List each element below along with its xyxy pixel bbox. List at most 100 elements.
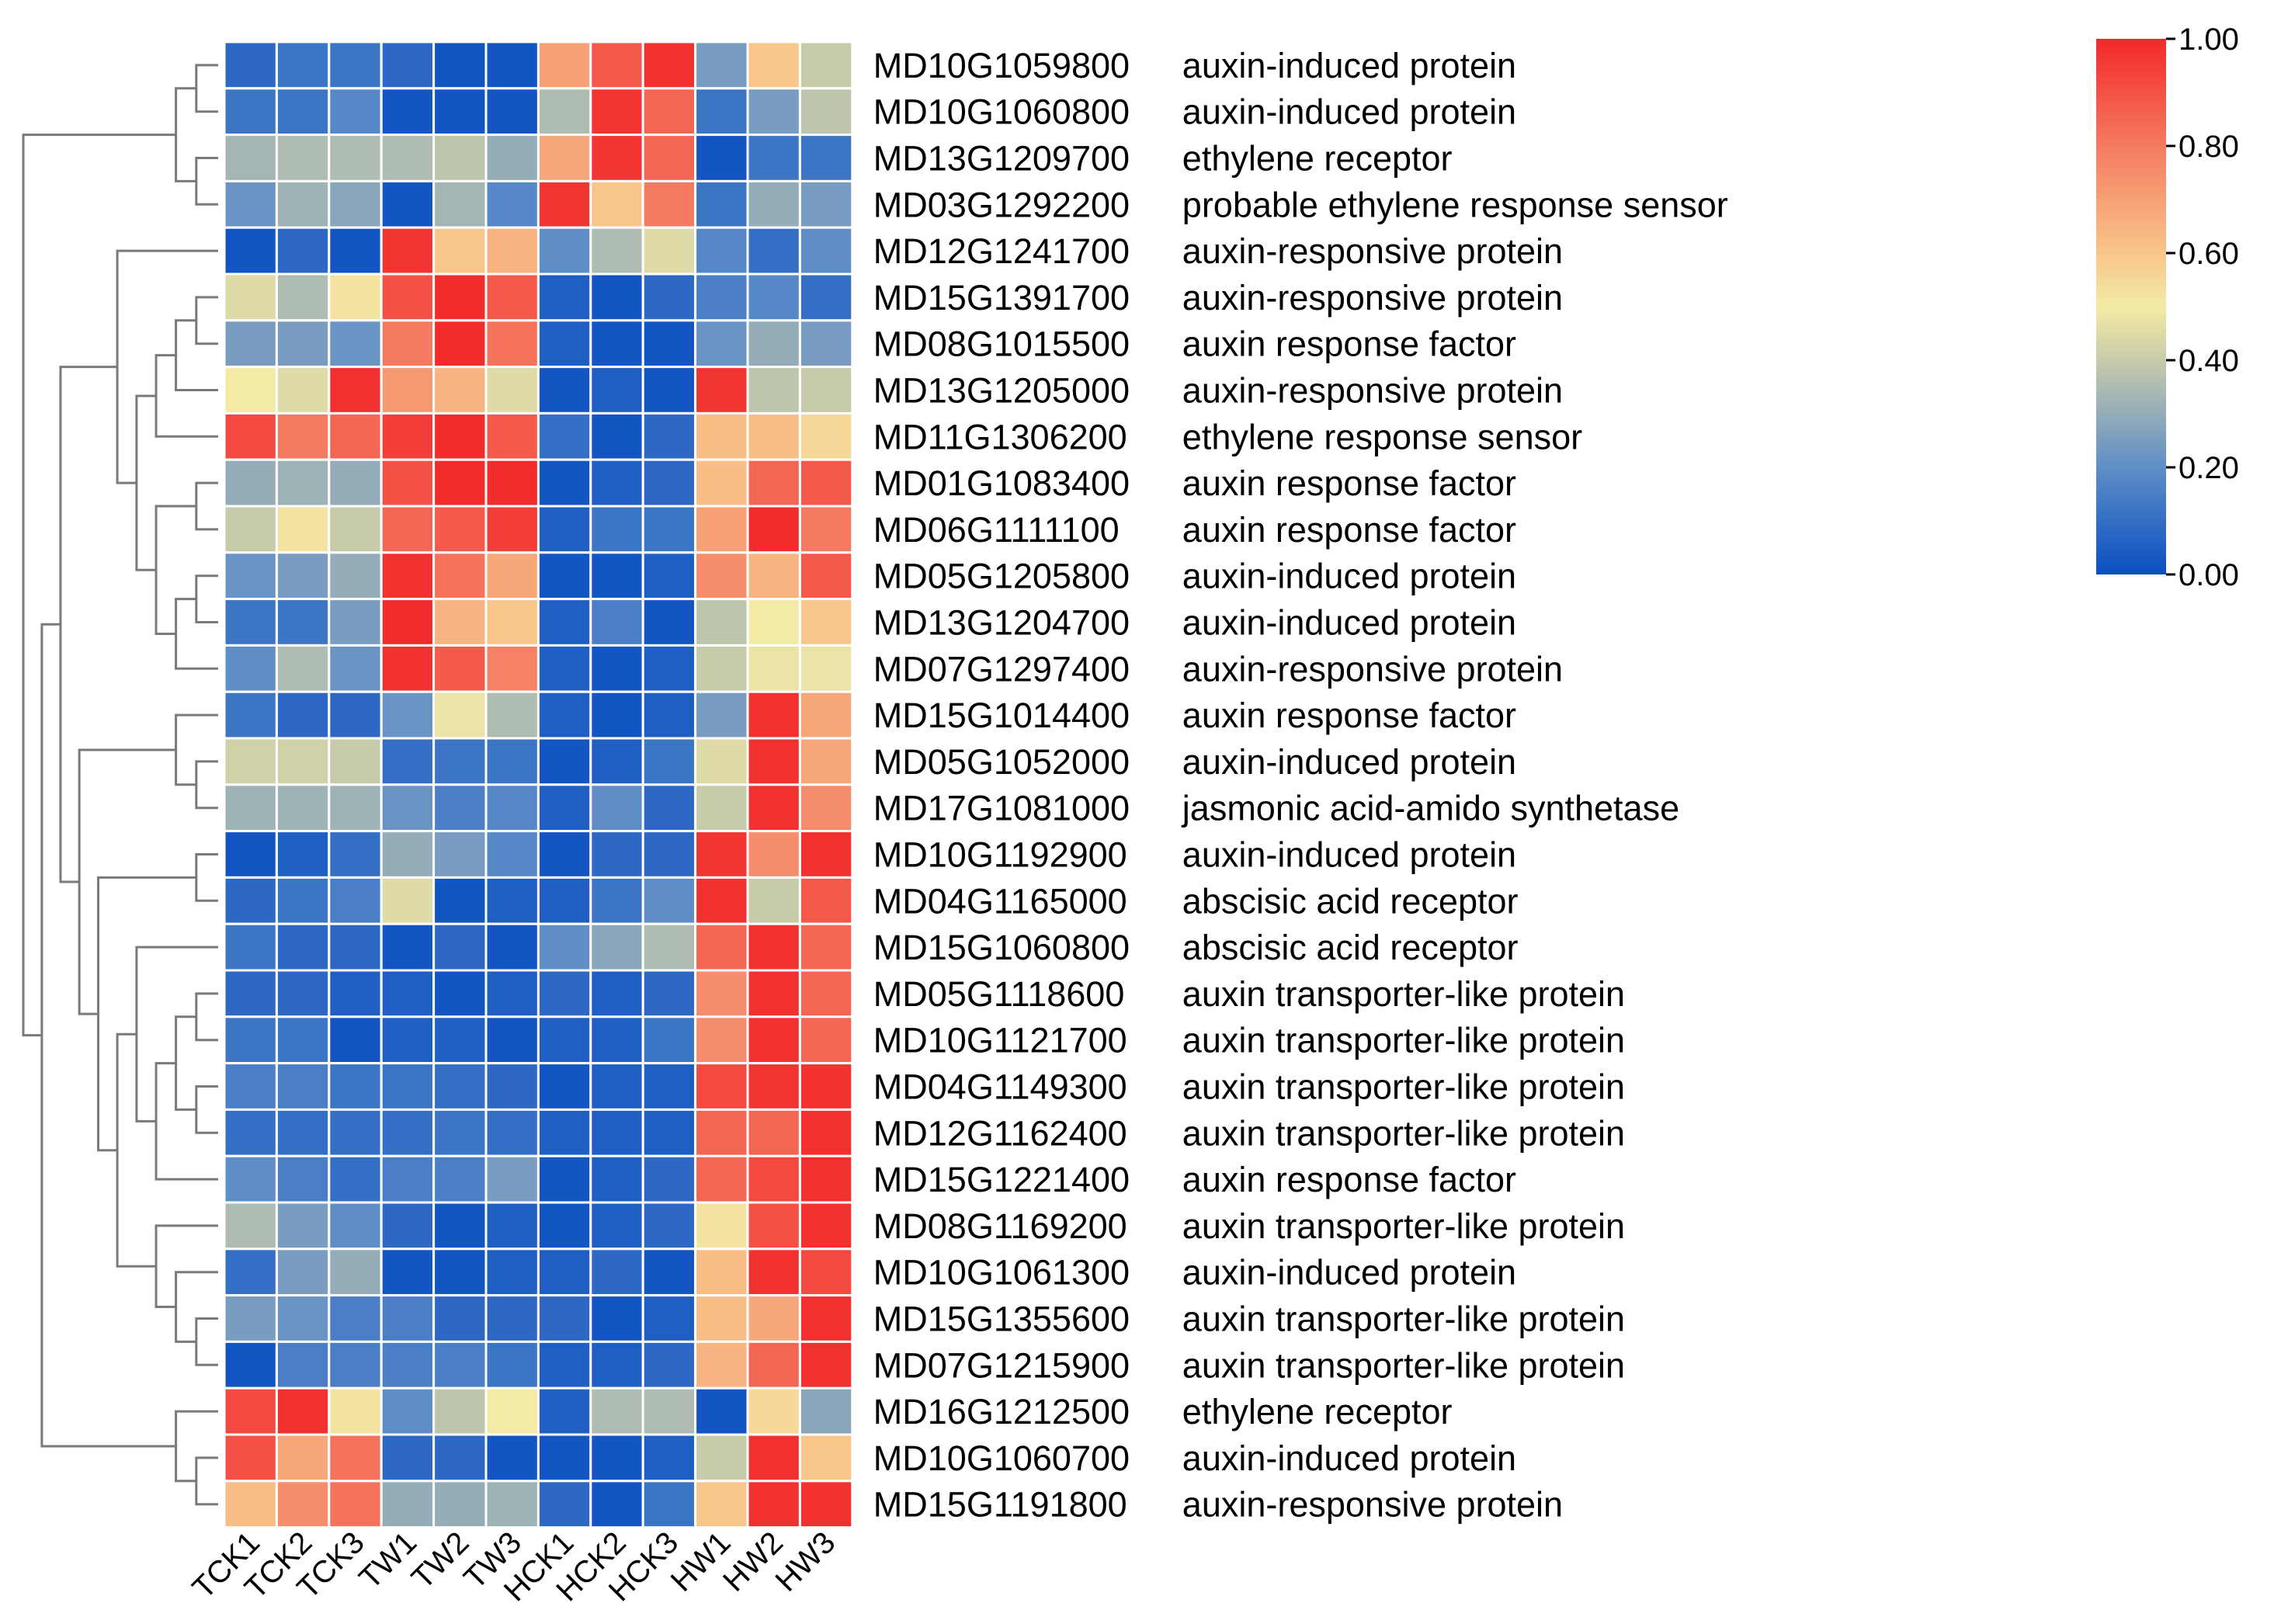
heatmap-cell <box>694 783 749 833</box>
heatmap-cell <box>328 272 383 322</box>
color-scale-tick-label: 0.40 <box>2179 344 2239 378</box>
heatmap-cell <box>380 1201 436 1251</box>
heatmap-cell <box>380 458 436 508</box>
heatmap-cell <box>798 40 854 90</box>
heatmap-cell <box>328 1247 383 1297</box>
heatmap-cell <box>275 87 331 137</box>
heatmap-cell <box>694 366 749 415</box>
gene-id-label: MD10G1060800 <box>873 92 1130 132</box>
heatmap-cell <box>432 1433 488 1483</box>
dendrogram-branch <box>59 366 118 883</box>
heatmap-cell <box>746 40 801 90</box>
heatmap-cell <box>275 411 331 461</box>
heatmap-cell <box>589 134 644 182</box>
gene-id-label: MD15G1221400 <box>873 1160 1130 1199</box>
heatmap-cell <box>484 1154 540 1204</box>
heatmap-cell <box>694 87 749 137</box>
heatmap-cell <box>798 505 854 554</box>
heatmap-cell <box>746 1386 801 1436</box>
heatmap-cell <box>694 179 749 229</box>
heatmap-cell <box>536 134 592 182</box>
heatmap-cell <box>380 644 436 693</box>
heatmap-cell <box>641 1108 697 1157</box>
heatmap-cell <box>484 40 540 90</box>
gene-description-label: auxin-induced protein <box>1182 742 1516 782</box>
heatmap-cell <box>746 1108 801 1157</box>
column-labels: TCK1TCK2TCK3TW1TW2TW3HCK1HCK2HCK3HW1HW2H… <box>186 1525 842 1608</box>
heatmap-cell <box>380 366 436 415</box>
column-label: HW2 <box>717 1525 790 1598</box>
gene-id-label: MD03G1292200 <box>873 185 1130 224</box>
heatmap-cell <box>536 644 592 693</box>
heatmap-cell <box>694 690 749 740</box>
heatmap-cell <box>536 319 592 369</box>
gene-description-label: auxin-induced protein <box>1182 835 1516 875</box>
heatmap-cell <box>484 737 540 786</box>
heatmap-cell <box>484 598 540 647</box>
heatmap-cell <box>746 969 801 1018</box>
heatmap-cell <box>223 922 278 972</box>
heatmap-cell <box>536 922 592 972</box>
heatmap-cell <box>641 1015 697 1065</box>
heatmap-cell <box>380 1340 436 1390</box>
heatmap-cell <box>694 1386 749 1436</box>
heatmap-cell <box>694 876 749 925</box>
gene-id-label: MD12G1162400 <box>873 1113 1127 1153</box>
heatmap-cell <box>275 40 331 90</box>
heatmap-cell <box>432 458 488 508</box>
heatmap-cell <box>641 690 697 740</box>
heatmap-cell <box>223 87 278 137</box>
heatmap-cell <box>223 1201 278 1251</box>
heatmap-cell <box>275 1062 331 1111</box>
color-scale-tick-label: 0.60 <box>2179 237 2239 271</box>
gene-description-label: auxin transporter-like protein <box>1182 1206 1625 1246</box>
heatmap-cell <box>746 179 801 229</box>
heatmap-cell <box>589 458 644 508</box>
heatmap-cell <box>641 226 697 276</box>
heatmap-cell <box>484 969 540 1018</box>
heatmap-cell <box>746 272 801 322</box>
heatmap-cell <box>641 179 697 229</box>
heatmap-cell <box>536 876 592 925</box>
heatmap-cell <box>694 1340 749 1390</box>
heatmap-cell <box>484 1480 540 1529</box>
heatmap-cell <box>746 1062 801 1111</box>
heatmap-cell <box>275 366 331 415</box>
dendrogram-branch <box>135 394 157 571</box>
heatmap-cell <box>223 1294 278 1343</box>
heatmap-cell <box>223 876 278 925</box>
heatmap-cell <box>223 1015 278 1065</box>
heatmap-cell <box>746 87 801 137</box>
heatmap-cell <box>641 737 697 786</box>
heatmap-cell <box>694 1108 749 1157</box>
gene-id-label: MD15G1191800 <box>873 1485 1127 1525</box>
heatmap-cell <box>328 458 383 508</box>
gene-description-label: auxin response factor <box>1182 463 1516 503</box>
heatmap-cell <box>641 598 697 647</box>
heatmap-cell <box>328 1480 383 1529</box>
heatmap-cell <box>275 690 331 740</box>
heatmap-cell <box>275 1108 331 1157</box>
gene-description-label: probable ethylene response sensor <box>1182 185 1728 224</box>
dendrogram-branch <box>195 481 218 531</box>
heatmap-cell <box>275 1480 331 1529</box>
heatmap-cell <box>223 1247 278 1297</box>
heatmap-cell <box>380 1480 436 1529</box>
heatmap-cell <box>223 830 278 879</box>
heatmap-cell <box>798 1340 854 1390</box>
heatmap-cell <box>223 737 278 786</box>
heatmap-cell <box>589 1201 644 1251</box>
heatmap-cell <box>746 319 801 369</box>
color-scale-bar <box>2096 39 2166 574</box>
heatmap-cell <box>536 1201 592 1251</box>
heatmap-cell <box>536 690 592 740</box>
heatmap-cell <box>798 319 854 369</box>
heatmap-cell <box>798 1480 854 1529</box>
heatmap-cell <box>589 1433 644 1483</box>
gene-description-label: auxin transporter-like protein <box>1182 1021 1625 1060</box>
heatmap-cell <box>275 551 331 601</box>
heatmap-cell <box>798 411 854 461</box>
heatmap-cell <box>484 87 540 137</box>
color-scale-tick-label: 0.20 <box>2179 451 2239 485</box>
heatmap-cell <box>432 1062 488 1111</box>
